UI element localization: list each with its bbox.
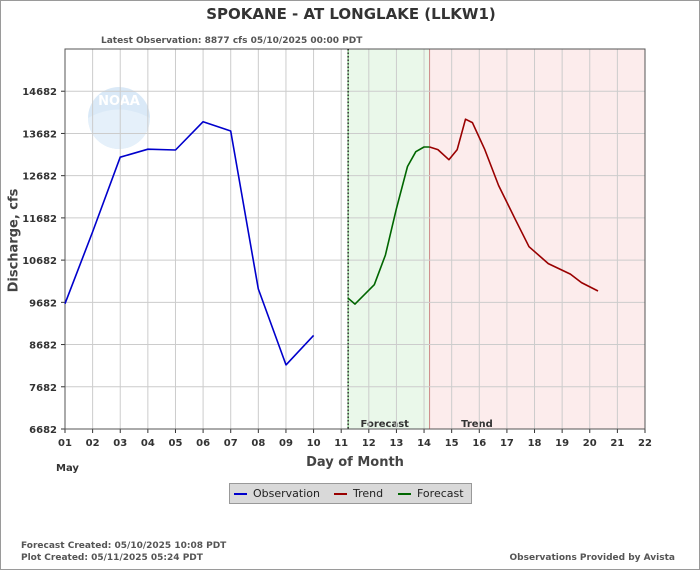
chart-title: SPOKANE - AT LONGLAKE (LLKW1) <box>206 5 496 23</box>
legend-swatch-observation <box>234 493 247 495</box>
y-tick-label: 8682 <box>29 341 57 352</box>
legend-label-trend: Trend <box>353 487 384 500</box>
latest-observation-text: Latest Observation: 8877 cfs 05/10/2025 … <box>101 36 363 46</box>
x-tick-label: 14 <box>417 438 431 449</box>
trend-series-line <box>429 118 599 292</box>
x-tick-label: 18 <box>528 438 542 449</box>
x-tick-label: 16 <box>472 438 486 449</box>
x-tick-label: 10 <box>307 438 321 449</box>
x-tick-label: 02 <box>86 438 100 449</box>
observation-series-line <box>64 120 315 366</box>
y-tick-label: 10682 <box>22 256 57 267</box>
plot-created-text: Plot Created: 05/11/2025 05:24 PDT <box>21 553 203 563</box>
x-tick-label: 20 <box>583 438 597 449</box>
forecast-series-line <box>347 146 430 305</box>
x-tick-label: 19 <box>555 438 569 449</box>
x-tick-label: 17 <box>500 438 514 449</box>
noaa-logo-text: NOAA <box>98 94 140 109</box>
x-tick-label: 01 <box>58 438 72 449</box>
month-label: May <box>56 463 79 474</box>
forecast-created-text: Forecast Created: 05/10/2025 10:08 PDT <box>21 541 227 551</box>
x-tick-label: 11 <box>334 438 348 449</box>
x-tick-label: 05 <box>169 438 183 449</box>
legend-label-forecast: Forecast <box>417 487 464 500</box>
legend-swatch-forecast <box>398 493 411 495</box>
plot-area-border <box>64 48 646 430</box>
legend-swatch-trend <box>334 493 347 495</box>
data-provider-text: Observations Provided by Avista <box>509 553 675 563</box>
y-tick-label: 6682 <box>29 425 57 436</box>
chart-legend: Observation Trend Forecast <box>229 483 472 504</box>
x-tick-label: 15 <box>445 438 459 449</box>
x-tick-label: 22 <box>638 438 652 449</box>
y-tick-label: 13682 <box>22 129 57 140</box>
x-tick-label: 06 <box>196 438 210 449</box>
x-tick-label: 03 <box>113 438 127 449</box>
x-tick-label: 04 <box>141 438 155 449</box>
x-tick-label: 09 <box>279 438 293 449</box>
legend-item-observation: Observation <box>234 487 320 500</box>
noaa-logo: NOAA <box>88 87 150 149</box>
y-tick-label: 9682 <box>29 298 57 309</box>
x-tick-label: 13 <box>389 438 403 449</box>
x-axis-label: Day of Month <box>306 455 404 470</box>
x-tick-label: 08 <box>251 438 265 449</box>
x-tick-label: 12 <box>362 438 376 449</box>
y-axis-label: Discharge, cfs <box>6 188 22 293</box>
legend-label-observation: Observation <box>253 487 320 500</box>
y-tick-label: 11682 <box>22 214 57 225</box>
y-tick-label: 14682 <box>22 87 57 98</box>
trend-region-label: Trend <box>461 419 493 430</box>
trend-region <box>429 49 645 429</box>
legend-item-trend: Trend <box>334 487 383 500</box>
y-tick-label: 7682 <box>29 383 57 394</box>
x-tick-label: 07 <box>224 438 238 449</box>
x-tick-label: 21 <box>610 438 624 449</box>
legend-item-forecast: Forecast <box>398 487 464 500</box>
y-tick-label: 12682 <box>22 172 57 183</box>
forecast-region-label: Forecast <box>361 419 410 430</box>
